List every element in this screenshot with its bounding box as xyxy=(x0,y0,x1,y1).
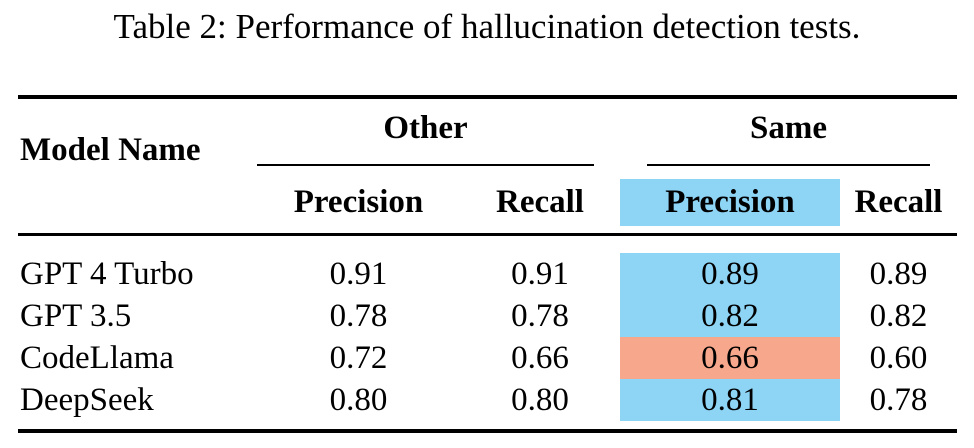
table-body: GPT 4 Turbo 0.91 0.91 0.89 0.89 GPT 3.5 … xyxy=(18,253,957,421)
cell-same-recall: 0.78 xyxy=(869,382,928,418)
column-header-other-recall: Recall xyxy=(496,184,584,220)
column-header-model-name: Model Name xyxy=(20,132,201,168)
table-row: DeepSeek 0.80 0.80 0.81 0.78 xyxy=(18,379,957,421)
cell-model: GPT 4 Turbo xyxy=(20,256,194,292)
column-header-same-recall: Recall xyxy=(854,184,943,220)
cell-other-recall: 0.80 xyxy=(511,382,569,418)
cell-other-recall: 0.91 xyxy=(511,256,569,292)
cell-other-precision: 0.72 xyxy=(329,340,388,376)
cell-other-precision: 0.91 xyxy=(329,256,388,292)
cell-model: DeepSeek xyxy=(20,382,154,418)
cell-same-recall: 0.82 xyxy=(869,298,928,334)
cell-same-precision: 0.82 xyxy=(620,295,840,337)
table-row: CodeLlama 0.72 0.66 0.66 0.60 xyxy=(18,337,957,379)
cell-same-recall: 0.89 xyxy=(869,256,928,292)
sub-header-row: Precision Recall Precision Recall xyxy=(18,179,957,226)
cell-model: GPT 3.5 xyxy=(20,298,132,334)
table-row: GPT 3.5 0.78 0.78 0.82 0.82 xyxy=(18,295,957,337)
column-group-same: Same xyxy=(750,110,827,146)
cell-same-precision: 0.66 xyxy=(620,337,840,379)
column-header-other-precision: Precision xyxy=(293,184,424,220)
cell-same-precision: 0.81 xyxy=(620,379,840,421)
column-group-other: Other xyxy=(383,110,468,146)
cell-other-precision: 0.78 xyxy=(329,298,388,334)
table-row: GPT 4 Turbo 0.91 0.91 0.89 0.89 xyxy=(18,253,957,295)
results-table: Model Name Other Same Precision Recall P… xyxy=(18,95,957,433)
cell-other-recall: 0.78 xyxy=(511,298,569,334)
table-caption: Table 2: Performance of hallucination de… xyxy=(113,7,861,46)
cell-other-recall: 0.66 xyxy=(511,340,569,376)
cell-same-recall: 0.60 xyxy=(869,340,928,376)
cell-model: CodeLlama xyxy=(20,340,174,376)
cell-same-precision: 0.89 xyxy=(620,253,840,295)
cell-other-precision: 0.80 xyxy=(329,382,388,418)
column-header-same-precision: Precision xyxy=(620,179,840,226)
other-group-rule xyxy=(257,164,594,166)
same-group-rule xyxy=(647,164,930,166)
header-body-divider xyxy=(18,233,957,236)
